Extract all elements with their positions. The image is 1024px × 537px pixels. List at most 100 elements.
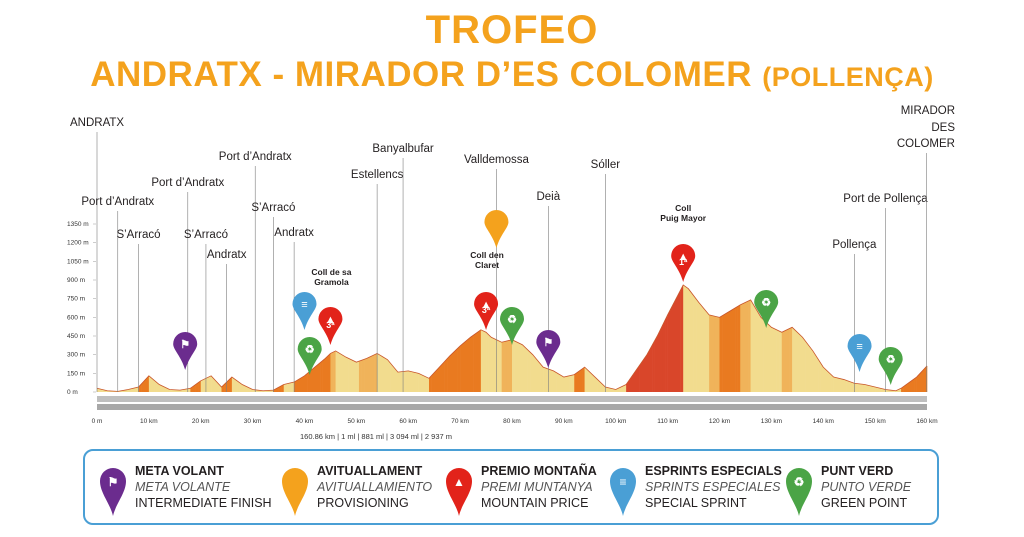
profile-segment bbox=[286, 383, 290, 392]
profile-segment bbox=[522, 344, 526, 392]
profile-segment bbox=[447, 355, 451, 392]
profile-segment bbox=[408, 370, 412, 392]
profile-segment bbox=[563, 376, 567, 392]
profile-segment bbox=[333, 350, 336, 392]
pin-shape bbox=[173, 332, 198, 370]
x-axis-bar bbox=[97, 396, 927, 410]
profile-segment bbox=[610, 388, 614, 392]
profile-segment bbox=[291, 382, 295, 392]
legend-l1: ESPRINTS ESPECIALS bbox=[645, 464, 782, 478]
profile-segment bbox=[722, 314, 725, 392]
profile-segment bbox=[530, 352, 534, 392]
profile-segment bbox=[698, 302, 702, 392]
profile-segment bbox=[185, 388, 189, 392]
profile-segment bbox=[784, 329, 788, 392]
y-tick-label: 1200 m bbox=[67, 240, 89, 247]
profile-segment bbox=[550, 369, 554, 392]
profile-segment bbox=[818, 359, 821, 392]
profile-segment bbox=[620, 385, 624, 392]
profile-segment bbox=[771, 327, 775, 392]
profile-segment bbox=[693, 295, 697, 392]
profile-segment bbox=[571, 374, 575, 392]
legend-text: ESPRINTS ESPECIALS SPRINTS ESPECIALES SPEC… bbox=[645, 463, 782, 511]
profile-segment bbox=[356, 361, 360, 392]
profile-segment bbox=[465, 339, 469, 392]
profile-segment bbox=[776, 329, 780, 392]
profile-segment bbox=[569, 375, 572, 392]
profile-segment bbox=[867, 385, 871, 392]
profile-segment bbox=[379, 354, 383, 392]
profile-segment bbox=[649, 345, 653, 392]
profile-segment bbox=[735, 306, 738, 392]
profile-segment bbox=[911, 378, 915, 392]
recycle-icon: ♻ bbox=[786, 468, 812, 516]
route-name: ANDRATX - MIRADOR D’ES COLOMER bbox=[90, 55, 753, 94]
profile-segment bbox=[792, 327, 796, 392]
profile-segment bbox=[786, 328, 790, 392]
profile-segment bbox=[724, 312, 728, 392]
profile-segment bbox=[452, 350, 456, 392]
sprint-icon: ≡ bbox=[292, 292, 317, 330]
profile-segment bbox=[779, 331, 783, 392]
profile-segment bbox=[763, 319, 767, 392]
profile-segment bbox=[841, 378, 845, 392]
legend-l2: SPRINTS ESPECIALES bbox=[645, 480, 781, 494]
profile-segment bbox=[636, 365, 640, 392]
profile-segment bbox=[701, 305, 705, 392]
profile-segment bbox=[576, 370, 580, 392]
profile-segment bbox=[652, 340, 655, 392]
profile-segment bbox=[130, 388, 134, 392]
x-tick-label: 100 km bbox=[605, 418, 626, 425]
y-tick-label: 150 m bbox=[67, 370, 85, 377]
profile-segment bbox=[457, 345, 461, 392]
bottle-icon bbox=[484, 210, 509, 248]
profile-segment bbox=[312, 367, 316, 392]
place-label: Andratx bbox=[274, 227, 314, 239]
profile-segment bbox=[431, 372, 435, 392]
profile-segment bbox=[854, 383, 858, 392]
profile-segment bbox=[343, 355, 347, 392]
mountain-icon: ▲ bbox=[474, 292, 499, 330]
profile-segment bbox=[828, 372, 832, 392]
profile-segment bbox=[903, 384, 907, 392]
profile-segment bbox=[623, 384, 627, 392]
profile-segment bbox=[371, 354, 375, 392]
profile-segment bbox=[582, 367, 585, 392]
pin-glyph: ♻ bbox=[507, 314, 517, 326]
pin-glyph: ▲ bbox=[325, 314, 336, 326]
mountain-icon: ▲ bbox=[671, 244, 696, 282]
legend-text: PREMIO MONTAÑA PREMI MUNTANYA MOUNTAIN PRI… bbox=[481, 463, 597, 511]
profile-segment bbox=[483, 331, 487, 392]
x-tick-label: 140 km bbox=[813, 418, 834, 425]
profile-segment bbox=[283, 383, 287, 392]
profile-segment bbox=[410, 371, 414, 392]
profile-segment bbox=[400, 371, 404, 392]
x-tick-label: 160 km bbox=[916, 418, 937, 425]
profile-segment bbox=[532, 354, 536, 392]
profile-segment bbox=[377, 353, 381, 392]
profile-segment bbox=[670, 304, 674, 392]
pin-glyph: ▲ bbox=[481, 299, 492, 311]
pin-glyph: ⚑ bbox=[543, 337, 553, 349]
profile-segment bbox=[151, 378, 155, 392]
profile-segment bbox=[208, 375, 212, 392]
profile-segment bbox=[138, 384, 142, 392]
x-tick-label: 90 km bbox=[555, 418, 573, 425]
profile-chart: 0 m 150 m 300 m 450 m 600 m 750 m 900 m 1050 m 1… bbox=[67, 105, 955, 441]
profile-segment bbox=[467, 337, 471, 392]
x-tick-label: 130 km bbox=[761, 418, 782, 425]
place-label: MIRADOR bbox=[901, 105, 955, 117]
profile-segment bbox=[473, 333, 476, 392]
profile-segment bbox=[366, 357, 370, 392]
profile-segment bbox=[906, 382, 910, 392]
profile-segment bbox=[301, 375, 305, 392]
profile-segment bbox=[657, 330, 661, 392]
climb-name-2: Claret bbox=[475, 260, 499, 270]
profile-segment bbox=[579, 368, 583, 392]
profile-segment bbox=[924, 365, 928, 392]
pin-glyph: ≡ bbox=[856, 341, 862, 353]
profile-segment bbox=[851, 382, 855, 392]
profile-segment bbox=[517, 342, 521, 392]
profile-segment bbox=[187, 388, 191, 392]
climb-name: Coll de sa bbox=[311, 267, 351, 277]
